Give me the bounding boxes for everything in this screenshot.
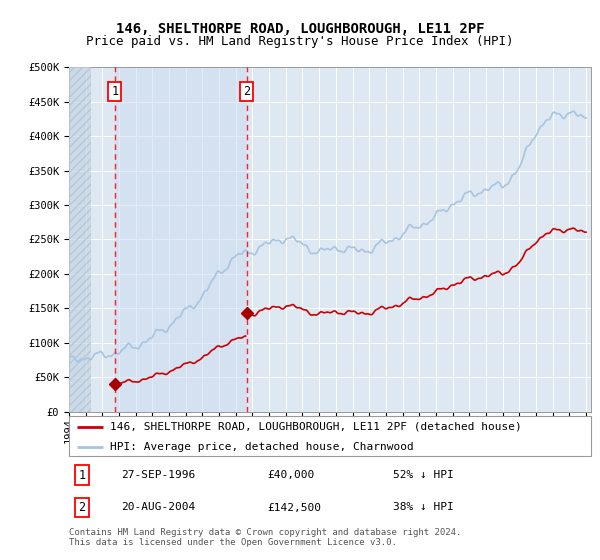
Text: 20-AUG-2004: 20-AUG-2004 — [121, 502, 196, 512]
Text: 146, SHELTHORPE ROAD, LOUGHBOROUGH, LE11 2PF: 146, SHELTHORPE ROAD, LOUGHBOROUGH, LE11… — [116, 22, 484, 36]
Text: 1: 1 — [112, 85, 118, 98]
Text: 2: 2 — [79, 501, 86, 514]
Text: 52% ↓ HPI: 52% ↓ HPI — [392, 470, 454, 480]
Text: Price paid vs. HM Land Registry's House Price Index (HPI): Price paid vs. HM Land Registry's House … — [86, 35, 514, 48]
Text: Contains HM Land Registry data © Crown copyright and database right 2024.
This d: Contains HM Land Registry data © Crown c… — [69, 528, 461, 547]
Text: 2: 2 — [243, 85, 250, 98]
Polygon shape — [69, 67, 91, 412]
FancyBboxPatch shape — [69, 416, 591, 456]
Bar — [115, 67, 247, 412]
Text: HPI: Average price, detached house, Charnwood: HPI: Average price, detached house, Char… — [110, 442, 413, 452]
Text: 27-SEP-1996: 27-SEP-1996 — [121, 470, 196, 480]
Text: 1: 1 — [79, 469, 86, 482]
Text: 146, SHELTHORPE ROAD, LOUGHBOROUGH, LE11 2PF (detached house): 146, SHELTHORPE ROAD, LOUGHBOROUGH, LE11… — [110, 422, 521, 432]
Text: £40,000: £40,000 — [268, 470, 314, 480]
Text: 38% ↓ HPI: 38% ↓ HPI — [392, 502, 454, 512]
Text: £142,500: £142,500 — [268, 502, 322, 512]
